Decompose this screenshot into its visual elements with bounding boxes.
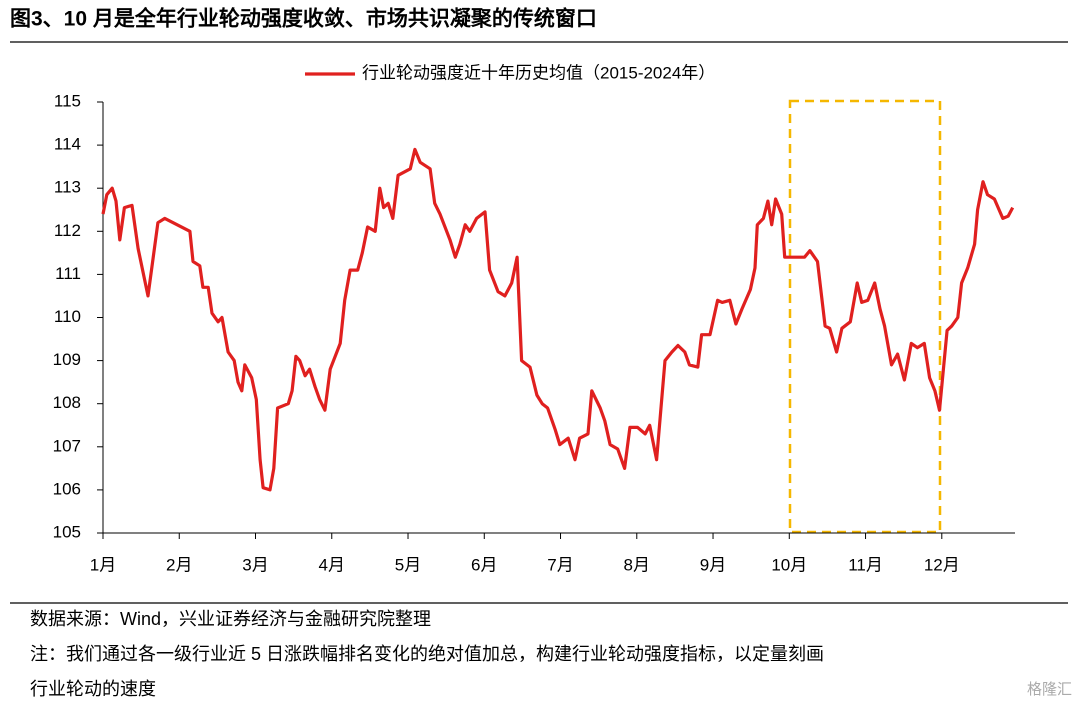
y-tick-label: 108: [53, 393, 81, 412]
x-tick-label: 10月: [771, 555, 807, 574]
x-tick-label: 11月: [848, 555, 883, 574]
y-tick-label: 113: [54, 178, 81, 197]
line-series: [101, 147, 1015, 492]
y-tick-label: 105: [53, 522, 81, 541]
legend-label: 行业轮动强度近十年历史均值（2015-2024年）: [362, 63, 715, 82]
x-tick-label: 12月: [924, 555, 960, 574]
x-tick-label: 7月: [547, 555, 573, 574]
y-tick-label: 109: [53, 350, 81, 369]
x-tick-label: 5月: [395, 555, 421, 574]
highlight-box: [788, 99, 942, 534]
y-tick-label: 107: [53, 436, 81, 455]
note: 注：我们通过各一级行业近 5 日涨跌幅排名变化的绝对值加总，构建行业轮动强度指标…: [30, 644, 824, 664]
x-tick-label: 8月: [624, 555, 650, 574]
y-tick-label: 114: [54, 135, 81, 154]
x-tick-label: 3月: [242, 555, 268, 574]
y-tick-label: 115: [54, 91, 81, 110]
x-tick-label: 4月: [319, 555, 345, 574]
y-tick-label: 112: [54, 221, 81, 240]
x-tick-label: 6月: [471, 555, 497, 574]
source: 数据来源：Wind，兴业证券经济与金融研究院整理: [30, 609, 431, 629]
note: 行业轮动的速度: [30, 679, 156, 699]
y-tick-label: 106: [53, 479, 81, 498]
y-tick-label: 111: [55, 264, 81, 283]
x-tick-label: 2月: [166, 555, 192, 574]
title: 图3、10 月是全年行业轮动强度收敛、市场共识凝聚的传统窗口: [10, 7, 597, 31]
watermark: 格隆汇: [1027, 681, 1072, 698]
x-tick-label: 1月: [90, 555, 116, 574]
x-tick-label: 9月: [700, 555, 726, 574]
y-tick-label: 110: [54, 307, 81, 326]
